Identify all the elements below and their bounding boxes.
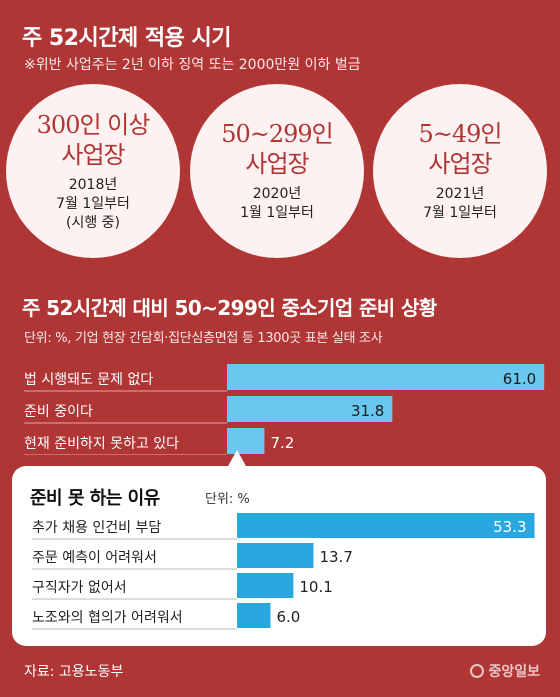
bar xyxy=(237,573,294,598)
circle-date: 2018년 7월 1일부터 (시행 중) xyxy=(56,176,130,231)
reasons-bar-chart: 추가 채용 인건비 부담 53.3 주문 예측이 어려워서 13.7 구직자가 없어서 1… xyxy=(32,513,535,630)
value-label: 6.0 xyxy=(276,608,300,626)
bar xyxy=(227,428,265,454)
publisher-logo: 중앙일보 xyxy=(470,661,540,681)
readiness-chart-note: 단위: %, 기업 현장 간담회·집단심층면접 등 1300곳 표본 실태 조사 xyxy=(24,331,383,346)
readiness-bar-chart: 법 시행돼도 문제 없다 61.0 준비 중이다 31.8 현재 준비하지 못하고 있다… xyxy=(24,364,545,455)
bar xyxy=(227,396,393,422)
value-label: 10.1 xyxy=(299,578,332,596)
category-label: 준비 중이다 xyxy=(24,404,93,420)
circle-size-line2: 사업장 xyxy=(428,150,492,178)
value-label: 31.8 xyxy=(351,402,384,420)
schedule-circle-50-299: 50~299인 사업장 2020년 1월 1일부터 xyxy=(190,84,364,258)
category-label: 주문 예측이 어려워서 xyxy=(32,550,157,566)
penalty-note: ※위반 사업주는 2년 이하 징역 또는 2000만원 이하 벌금 xyxy=(24,57,361,73)
circle-size-line1: 5~49인 xyxy=(418,120,503,148)
circle-date: 2020년 1월 1일부터 xyxy=(240,186,314,221)
value-label: 7.2 xyxy=(270,434,294,452)
logo-text: 중앙일보 xyxy=(488,664,540,680)
category-label: 추가 채용 인건비 부담 xyxy=(32,520,161,536)
callout-pointer xyxy=(227,450,247,468)
bar xyxy=(237,513,535,538)
schedule-circle-5-49: 5~49인 사업장 2021년 7월 1일부터 xyxy=(373,84,547,258)
value-label: 61.0 xyxy=(503,370,536,388)
readiness-chart-title: 주 52시간제 대비 50~299인 중소기업 준비 상황 xyxy=(22,296,437,320)
circle-size-line1: 300인 이상 xyxy=(36,110,151,139)
bar xyxy=(237,603,271,628)
value-label: 53.3 xyxy=(493,518,526,536)
main-title: 주 52시간제 적용 시기 xyxy=(22,26,232,51)
category-label: 구직자가 없어서 xyxy=(32,580,127,596)
schedule-circle-300plus: 300인 이상 사업장 2018년 7월 1일부터 (시행 중) xyxy=(6,84,180,258)
reasons-panel-unit: 단위: % xyxy=(205,492,250,507)
category-label: 현재 준비하지 못하고 있다 xyxy=(24,436,179,452)
circle-size-line1: 50~299인 xyxy=(221,120,334,148)
value-label: 13.7 xyxy=(319,548,352,566)
circle-size-line2: 사업장 xyxy=(61,140,125,169)
bar xyxy=(237,543,314,568)
circle-date: 2021년 7월 1일부터 xyxy=(423,186,497,221)
category-label: 법 시행돼도 문제 없다 xyxy=(24,372,153,388)
logo-mark-icon xyxy=(470,664,485,678)
circle-size-line2: 사업장 xyxy=(245,150,309,178)
reasons-panel-title: 준비 못 하는 이유 xyxy=(30,488,160,509)
category-label: 노조와의 협의가 어려워서 xyxy=(32,610,183,626)
bar xyxy=(227,364,545,390)
source-credit: 자료: 고용노동부 xyxy=(24,664,124,680)
reasons-panel: 추가 채용 인건비 부담 53.3 주문 예측이 어려워서 13.7 구직자가 없어서 1… xyxy=(12,466,546,646)
